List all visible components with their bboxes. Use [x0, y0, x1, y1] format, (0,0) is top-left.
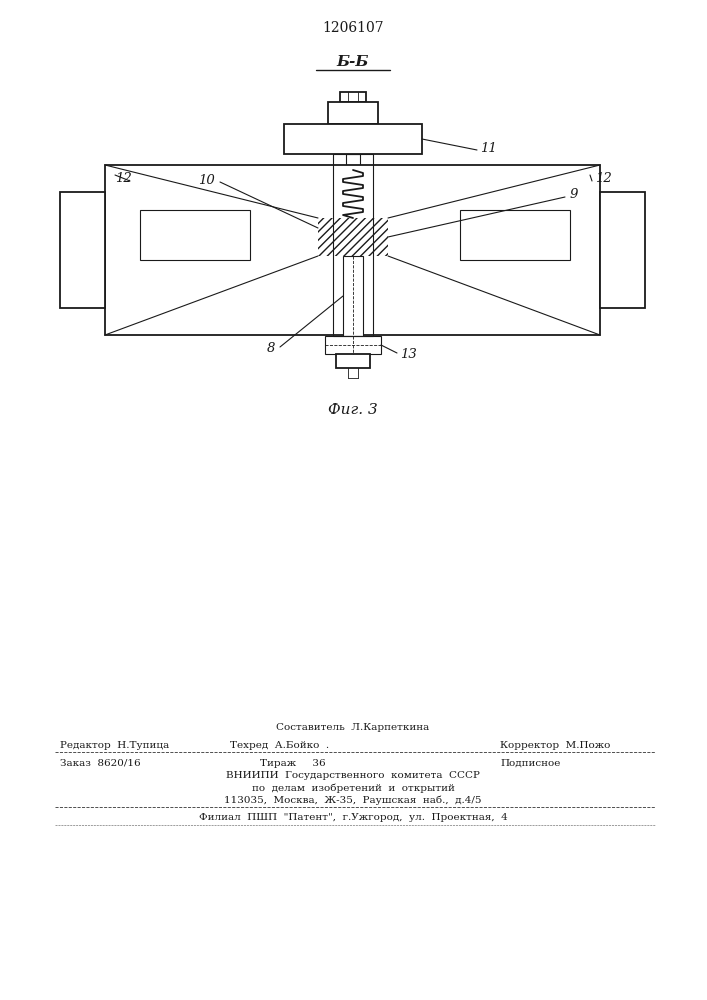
Text: по  делам  изобретений  и  открытий: по делам изобретений и открытий: [252, 783, 455, 793]
Bar: [140, 210, 250, 260]
Bar: [325, 336, 381, 354]
Bar: [105, 165, 600, 335]
Bar: [336, 354, 370, 368]
Text: 12: 12: [595, 172, 612, 184]
Bar: [600, 192, 645, 308]
Text: Корректор  М.Пожо: Корректор М.Пожо: [500, 740, 610, 750]
Text: Редактор  Н.Тупица: Редактор Н.Тупица: [60, 740, 169, 750]
Text: 9: 9: [570, 188, 578, 202]
Bar: [328, 102, 378, 124]
Text: Филиал  ПШП  "Патент",  г.Ужгород,  ул.  Проектная,  4: Филиал ПШП "Патент", г.Ужгород, ул. Прое…: [199, 814, 508, 822]
Text: 8: 8: [267, 342, 275, 355]
Bar: [340, 92, 366, 102]
Text: Б-Б: Б-Б: [337, 55, 369, 69]
Text: 12: 12: [115, 172, 132, 184]
Bar: [333, 154, 373, 336]
Text: Заказ  8620/16: Заказ 8620/16: [60, 758, 141, 768]
Text: 11: 11: [480, 141, 497, 154]
Text: Фиг. 3: Фиг. 3: [328, 403, 378, 417]
Text: 113035,  Москва,  Ж-35,  Раушская  наб.,  д.4/5: 113035, Москва, Ж-35, Раушская наб., д.4…: [224, 795, 481, 805]
Text: 10: 10: [198, 174, 215, 186]
Text: Техред  А.Бойко  .: Техред А.Бойко .: [230, 740, 329, 750]
Text: 13: 13: [400, 349, 416, 361]
Bar: [343, 256, 363, 336]
Bar: [318, 218, 388, 256]
Text: Составитель  Л.Карпеткина: Составитель Л.Карпеткина: [276, 724, 430, 732]
Bar: [284, 124, 422, 154]
Text: Подписное: Подписное: [500, 758, 561, 768]
Text: ВНИИПИ  Государственного  комитета  СССР: ВНИИПИ Государственного комитета СССР: [226, 772, 480, 780]
Bar: [346, 154, 360, 170]
Text: 1206107: 1206107: [322, 21, 384, 35]
Bar: [460, 210, 570, 260]
Bar: [60, 192, 105, 308]
Bar: [318, 218, 388, 256]
Text: Тираж     36: Тираж 36: [260, 758, 326, 768]
